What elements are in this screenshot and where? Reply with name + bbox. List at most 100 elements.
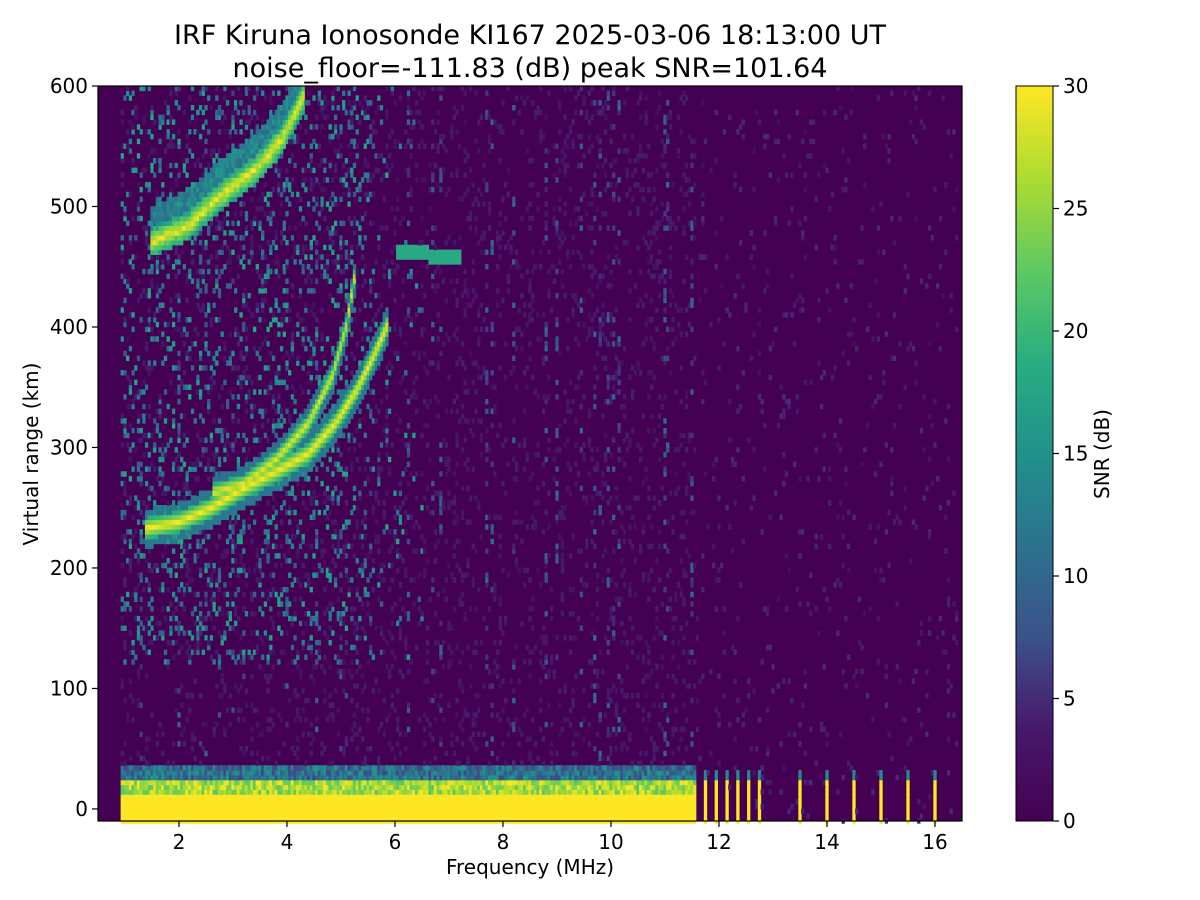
heatmap-cell [201, 215, 205, 222]
heatmap-cell [225, 485, 230, 492]
heatmap-cell [271, 625, 276, 631]
heatmap-cell [188, 630, 192, 636]
heatmap-cell [304, 779, 308, 786]
heatmap-cell [128, 789, 133, 795]
heatmap-cell [201, 813, 205, 819]
heatmap-cell [223, 630, 227, 636]
heatmap-cell [344, 808, 349, 815]
heatmap-cell [207, 408, 211, 415]
heatmap-cell [306, 201, 311, 207]
heatmap-cell [139, 129, 143, 135]
heatmap-cell [282, 586, 286, 593]
heatmap-cell [296, 466, 300, 472]
heatmap-cell [279, 789, 284, 795]
heatmap-cell [312, 615, 316, 622]
heatmap-cell [193, 808, 197, 815]
heatmap-cell [190, 803, 195, 810]
heatmap-cell [155, 741, 160, 747]
heatmap-cell [231, 182, 235, 188]
heatmap-cell [242, 659, 246, 665]
heatmap-cell [288, 461, 292, 468]
heatmap-cell [336, 784, 340, 790]
heatmap-cell [293, 688, 297, 694]
heatmap-cell [320, 779, 324, 786]
heatmap-cell [128, 447, 133, 453]
heatmap-cell [239, 158, 243, 164]
heatmap-cell [182, 586, 187, 593]
heatmap-cell [190, 466, 195, 472]
heatmap-cell [225, 259, 230, 265]
heatmap-cell [358, 235, 362, 241]
heatmap-cell [155, 770, 160, 776]
heatmap-cell [306, 490, 311, 496]
heatmap-cell [193, 466, 197, 472]
heatmap-cell [169, 625, 173, 631]
heatmap-cell [255, 172, 259, 178]
heatmap-cell [255, 374, 259, 381]
heatmap-cell [274, 268, 278, 275]
heatmap-cell [277, 114, 281, 121]
heatmap-cell [363, 813, 367, 819]
heatmap-cell [355, 572, 359, 578]
heatmap-cell [193, 620, 197, 627]
heatmap-cell [188, 211, 192, 217]
heatmap-cell [317, 418, 322, 424]
heatmap-cell [352, 264, 357, 270]
heatmap-cell [126, 191, 130, 198]
heatmap-cell [177, 452, 181, 458]
heatmap-cell [190, 153, 195, 159]
heatmap-cell [263, 158, 268, 164]
heatmap-cell [347, 799, 351, 805]
heatmap-cell [269, 321, 273, 328]
heatmap-cell [153, 317, 157, 323]
heatmap-cell [223, 471, 227, 477]
heatmap-cell [209, 505, 214, 511]
heatmap-cell [142, 813, 146, 819]
heatmap-cell [304, 461, 308, 468]
heatmap-cell [212, 211, 216, 217]
heatmap-cell [266, 490, 270, 496]
heatmap-cell [196, 784, 200, 790]
heatmap-cell [177, 794, 181, 800]
heatmap-cell [134, 543, 138, 549]
heatmap-cell [182, 461, 187, 468]
heatmap-cell [355, 668, 359, 675]
heatmap-cell [279, 442, 284, 448]
heatmap-cell [347, 543, 351, 549]
heatmap-cell [263, 673, 268, 680]
heatmap-cell [317, 794, 322, 800]
heatmap-cell [166, 345, 170, 352]
heatmap-cell [126, 500, 130, 506]
heatmap-cell [279, 485, 284, 492]
heatmap-cell [333, 789, 338, 795]
heatmap-cell [296, 456, 300, 463]
heatmap-cell [225, 196, 230, 202]
heatmap-cell [231, 495, 235, 501]
heatmap-cell [142, 586, 146, 593]
heatmap-cell [279, 562, 284, 569]
heatmap-cell [266, 784, 270, 790]
heatmap-cell [136, 794, 141, 800]
heatmap-cell [301, 215, 305, 222]
heatmap-cell [163, 615, 168, 622]
heatmap-cell [323, 418, 327, 424]
heatmap-cell [293, 138, 297, 145]
heatmap-cell [298, 317, 303, 323]
heatmap-cell [147, 452, 151, 458]
heatmap-cell [360, 384, 365, 390]
heatmap-cell [174, 90, 178, 96]
heatmap-cell [255, 562, 259, 569]
heatmap-cell [220, 167, 224, 174]
heatmap-cell [252, 133, 257, 140]
heatmap-cell [177, 538, 181, 545]
heatmap-cell [296, 85, 300, 92]
heatmap-cell [323, 437, 327, 443]
heatmap-cell [136, 215, 141, 222]
heatmap-cell [325, 259, 330, 265]
heatmap-cell [244, 611, 249, 617]
heatmap-cell [209, 784, 214, 790]
heatmap-cell [217, 191, 222, 198]
heatmap-cell [298, 471, 303, 477]
heatmap-cell [358, 196, 362, 202]
heatmap-cell [212, 625, 216, 631]
